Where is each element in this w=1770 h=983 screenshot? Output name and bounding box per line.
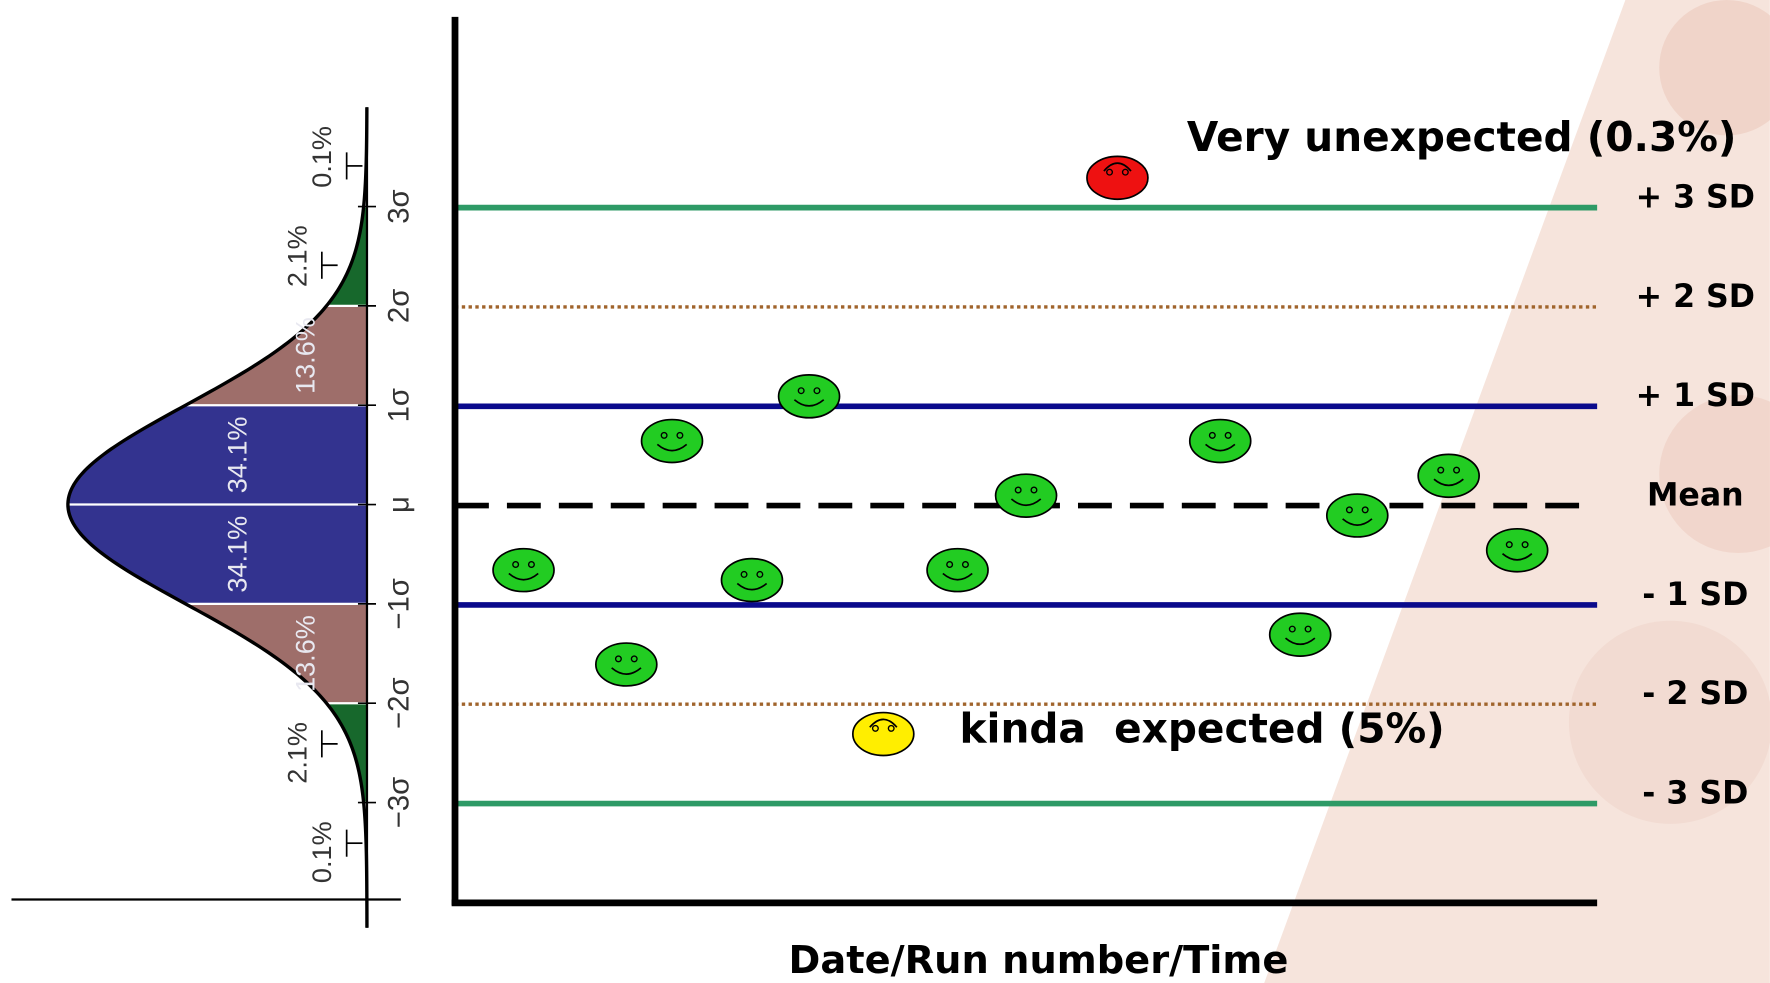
percent-label: 34.1%	[222, 416, 253, 493]
smiley-face	[1418, 454, 1479, 497]
data-point	[996, 474, 1057, 517]
tick-label: −1σ	[383, 578, 416, 630]
tick-label: μ	[383, 496, 416, 513]
smiley-face	[642, 420, 703, 463]
smiley-face	[996, 474, 1057, 517]
data-point	[596, 643, 657, 686]
smiley-face	[596, 643, 657, 686]
percent-label: 34.1%	[222, 516, 253, 593]
y-tick-label: Mean	[1647, 478, 1744, 514]
data-point	[642, 420, 703, 463]
y-tick-label: + 3 SD	[1636, 180, 1755, 216]
region	[68, 505, 367, 604]
data-point	[1418, 454, 1479, 497]
tick-label: −2σ	[383, 677, 416, 729]
smiley-face	[779, 375, 840, 418]
smiley-face	[1270, 613, 1331, 656]
smiley-face	[1487, 529, 1548, 572]
data-point	[1327, 494, 1388, 537]
percent-label: 2.1%	[281, 225, 312, 287]
percent-label: 0.1%	[306, 126, 337, 188]
percent-label: 13.6%	[289, 615, 320, 692]
data-point	[779, 375, 840, 418]
page: {"chart_data": [ {"type": "normal", "yli…	[0, 0, 1770, 983]
percent-label: 2.1%	[281, 722, 312, 784]
tick-label: 1σ	[383, 388, 416, 422]
data-point	[1190, 420, 1251, 463]
smiley-face	[493, 549, 554, 592]
percent-label: 0.1%	[306, 821, 337, 883]
data-point	[493, 549, 554, 592]
y-tick-label: - 3 SD	[1642, 776, 1748, 812]
x-axis-label: Date/Run number/Time	[789, 938, 1289, 983]
annotation: kinda expected (5%)	[960, 704, 1445, 752]
region	[68, 405, 367, 504]
data-point	[721, 559, 782, 602]
smiley-face	[1327, 494, 1388, 537]
y-tick-label: + 1 SD	[1636, 378, 1755, 414]
normal-distribution: 3σ 2σ 1σ μ −1σ −2σ −3σ 0.1% 2.1% 13.6% 34.1% 34.1% 1…	[11, 107, 415, 927]
tick-label: 2σ	[383, 289, 416, 323]
y-tick-label: - 2 SD	[1642, 676, 1748, 712]
data-point	[853, 713, 914, 756]
annotation: Very unexpected (0.3%)	[1187, 113, 1737, 161]
tick-label: −3σ	[383, 777, 416, 829]
data-point	[1487, 529, 1548, 572]
data-point	[927, 549, 988, 592]
data-point	[1270, 613, 1331, 656]
y-tick-label: - 1 SD	[1642, 577, 1748, 613]
slide: 3σ 2σ 1σ μ −1σ −2σ −3σ 0.1% 2.1% 13.6% 34.1% 34.1% 1…	[0, 0, 1770, 983]
smiley-face	[721, 559, 782, 602]
y-tick-label: + 2 SD	[1636, 279, 1755, 315]
percent-label: 13.6%	[289, 317, 320, 394]
smiley-face	[927, 549, 988, 592]
tick-label: 3σ	[383, 189, 416, 223]
data-point	[1087, 156, 1148, 199]
smiley-face	[1190, 420, 1251, 463]
